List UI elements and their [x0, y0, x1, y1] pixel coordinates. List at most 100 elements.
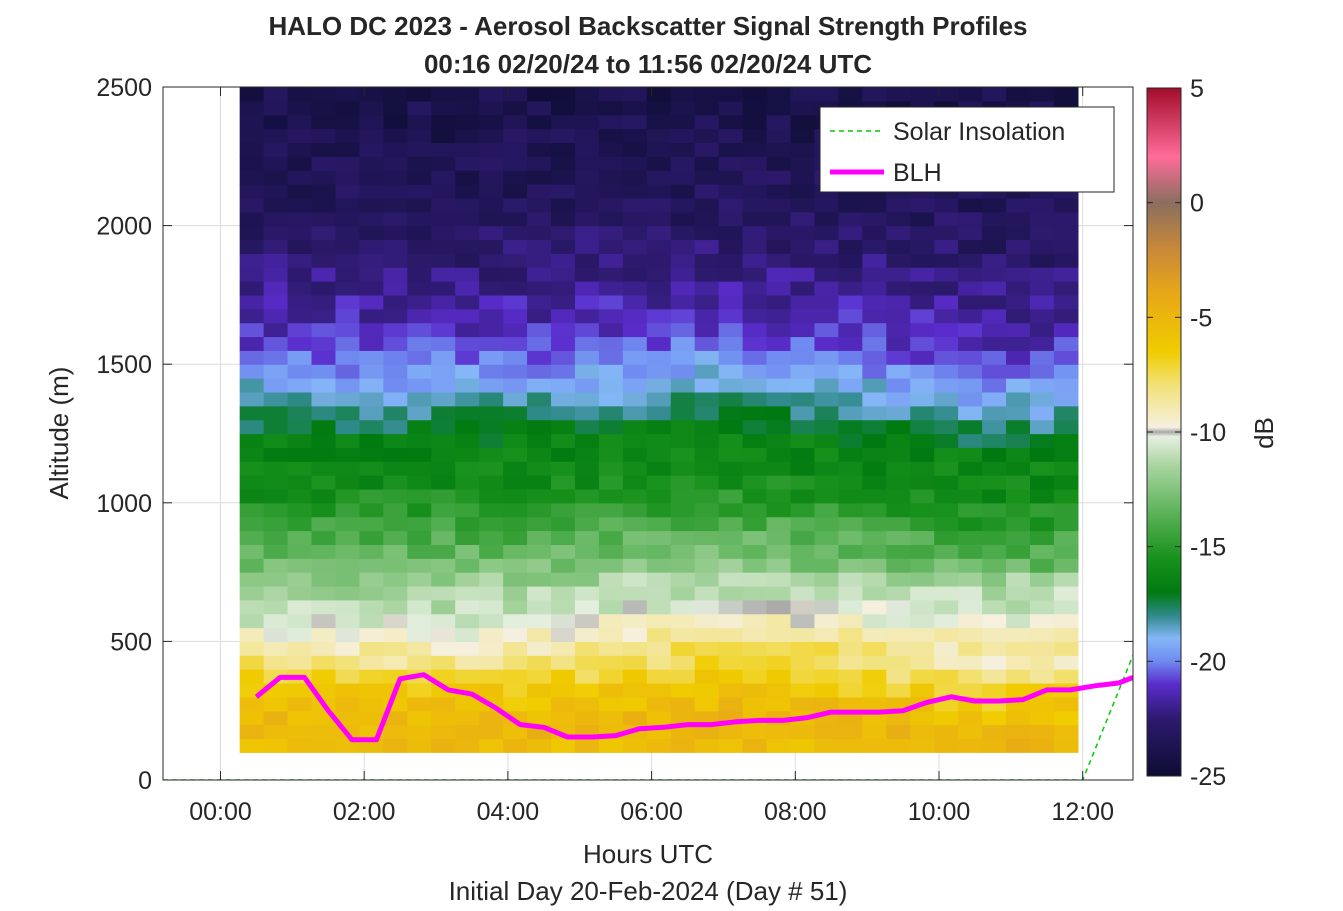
- heatmap-cell: [407, 184, 432, 199]
- legend-label-solar-insolation: Solar Insolation: [893, 118, 1065, 146]
- heatmap-cell: [790, 461, 816, 476]
- heatmap-cell: [670, 239, 696, 254]
- heatmap-cell: [838, 419, 863, 435]
- heatmap-cell: [335, 613, 361, 629]
- heatmap-cell: [239, 461, 265, 476]
- heatmap-cell: [718, 350, 744, 365]
- heatmap-cell: [838, 599, 863, 615]
- heatmap-cell: [574, 156, 600, 171]
- heatmap-cell: [598, 170, 624, 185]
- heatmap-cell: [263, 336, 289, 351]
- heatmap-cell: [551, 378, 576, 393]
- heatmap-cell: [958, 350, 983, 365]
- heatmap-cell: [646, 114, 672, 130]
- heatmap-cell: [263, 239, 289, 254]
- heatmap-cell: [383, 225, 408, 241]
- heatmap-cell: [311, 308, 337, 324]
- heatmap-cell: [311, 433, 337, 448]
- heatmap-cell: [287, 281, 313, 296]
- heatmap-cell: [407, 655, 432, 670]
- heatmap-cell: [263, 655, 289, 670]
- heatmap-cell: [886, 738, 911, 753]
- heatmap-cell: [814, 253, 839, 268]
- heatmap-cell: [503, 738, 528, 753]
- heatmap-cell: [383, 197, 408, 213]
- heatmap-cell: [359, 682, 384, 698]
- heatmap-cell: [527, 239, 552, 254]
- heatmap-cell: [239, 405, 265, 421]
- heatmap-cell: [359, 696, 384, 712]
- heatmap-cell: [359, 184, 384, 199]
- heatmap-cell: [718, 253, 744, 268]
- heatmap-cell: [646, 419, 672, 435]
- heatmap-cell: [838, 350, 863, 365]
- heatmap-cell: [431, 281, 456, 296]
- heatmap-cell: [646, 613, 672, 629]
- heatmap-cell: [598, 391, 624, 407]
- heatmap-cell: [958, 488, 983, 504]
- heatmap-cell: [455, 433, 480, 448]
- heatmap-cell: [646, 239, 672, 254]
- heatmap-cell: [814, 267, 839, 282]
- heatmap-cell: [527, 114, 552, 130]
- heatmap-cell: [790, 267, 816, 282]
- heatmap-cell: [503, 336, 528, 351]
- heatmap-cell: [838, 738, 863, 753]
- heatmap-cell: [239, 655, 265, 670]
- heatmap-cell: [766, 585, 792, 601]
- heatmap-cell: [431, 502, 456, 518]
- heatmap-cell: [239, 516, 265, 532]
- heatmap-cell: [335, 294, 361, 310]
- heatmap-cell: [503, 114, 528, 130]
- heatmap-cell: [239, 475, 265, 490]
- heatmap-cell: [383, 294, 408, 310]
- heatmap-cell: [407, 447, 432, 462]
- heatmap-cell: [766, 308, 792, 324]
- heatmap-cell: [239, 391, 265, 407]
- heatmap-cell: [287, 391, 313, 407]
- heatmap-cell: [479, 142, 504, 157]
- colorbar: 50-5-10-15-20-25 dB: [1146, 75, 1279, 791]
- heatmap-cell: [1029, 267, 1055, 282]
- heatmap-cell: [742, 696, 768, 712]
- heatmap-cell: [263, 267, 289, 282]
- heatmap-cell: [455, 391, 480, 407]
- heatmap-cell: [838, 627, 863, 642]
- heatmap-cell: [982, 364, 1007, 379]
- heatmap-cell: [527, 308, 552, 324]
- heatmap-cell: [383, 239, 408, 254]
- heatmap-cell: [479, 391, 504, 407]
- heatmap-cell: [359, 710, 384, 726]
- heatmap-cell: [982, 378, 1007, 393]
- heatmap-cell: [886, 336, 911, 351]
- heatmap-cell: [862, 294, 887, 310]
- heatmap-cell: [1006, 724, 1031, 740]
- heatmap-cell: [263, 544, 289, 559]
- heatmap-cell: [574, 627, 600, 642]
- heatmap-cell: [694, 350, 720, 365]
- heatmap-cell: [694, 613, 720, 629]
- heatmap-cell: [742, 170, 768, 185]
- heatmap-cell: [934, 655, 959, 670]
- heatmap-cell: [646, 184, 672, 199]
- heatmap-cell: [814, 225, 839, 241]
- heatmap-cell: [766, 475, 792, 490]
- heatmap-cell: [958, 197, 983, 213]
- heatmap-cell: [670, 599, 696, 615]
- heatmap-cell: [622, 142, 648, 157]
- heatmap-cell: [1006, 530, 1031, 545]
- heatmap-cell: [910, 585, 935, 601]
- heatmap-cell: [886, 391, 911, 407]
- heatmap-cell: [934, 585, 959, 601]
- heatmap-cell: [790, 544, 816, 559]
- heatmap-cell: [934, 530, 959, 545]
- heatmap-cell: [383, 530, 408, 545]
- heatmap-cell: [574, 364, 600, 379]
- heatmap-cell: [1029, 488, 1055, 504]
- heatmap-cell: [431, 669, 456, 684]
- heatmap-cell: [287, 516, 313, 532]
- heatmap-cell: [982, 294, 1007, 310]
- heatmap-cell: [263, 599, 289, 615]
